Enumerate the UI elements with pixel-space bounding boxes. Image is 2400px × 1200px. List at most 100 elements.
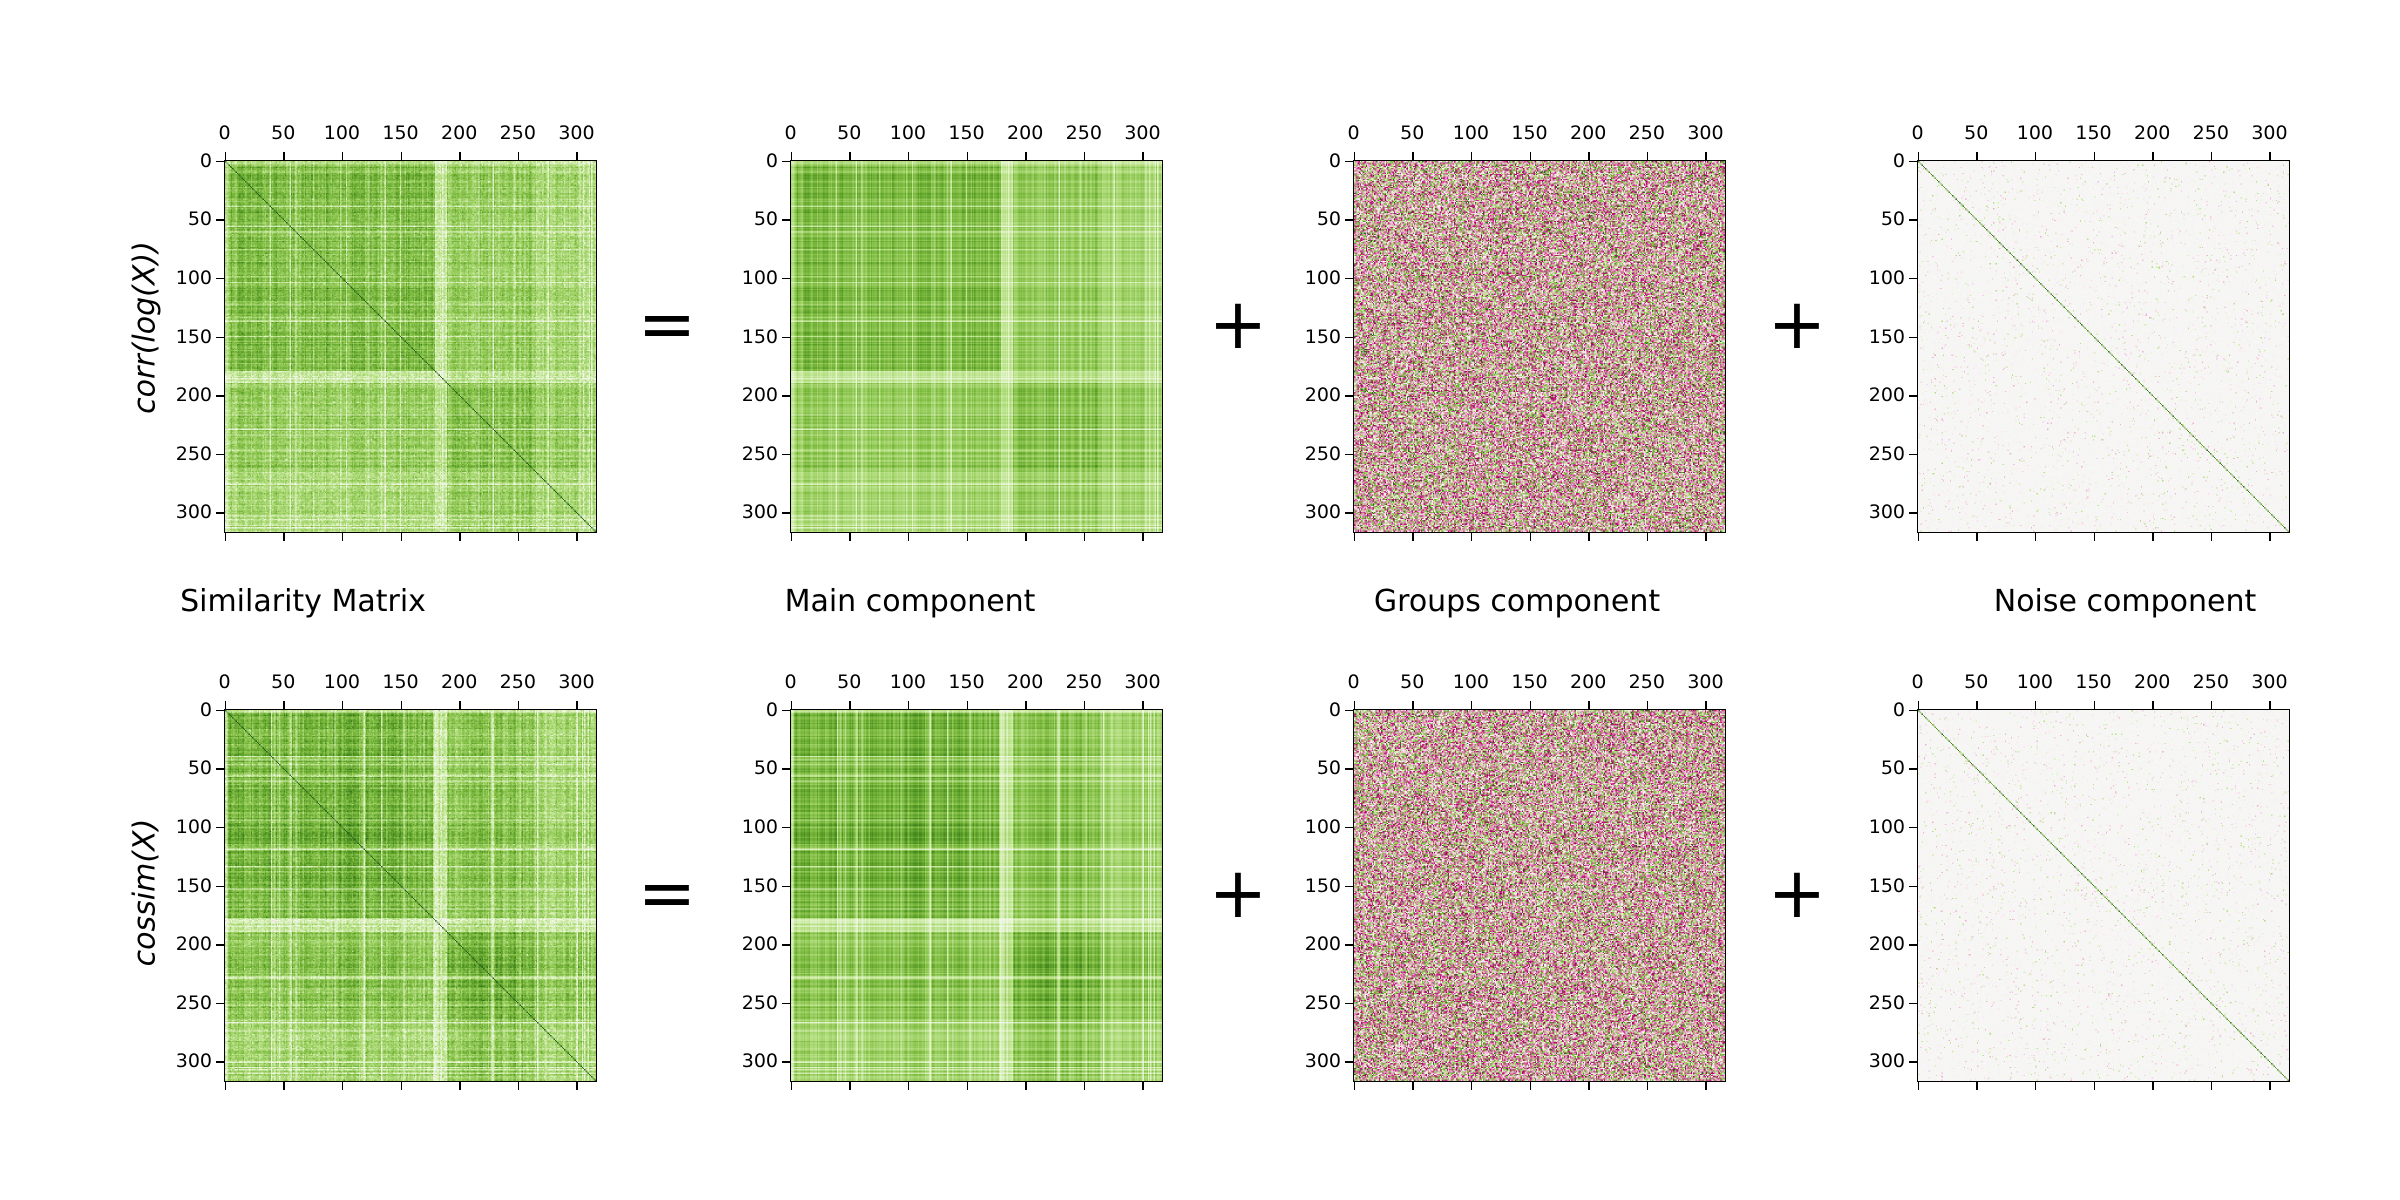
y-tick [1345,453,1353,456]
x-tick-label: 100 [1452,122,1490,144]
x-tick-top [1705,152,1707,160]
x-tick-top [224,701,227,709]
y-tick [782,395,790,397]
heatmap-groups-row1 [1353,160,1726,533]
y-tick [216,453,224,456]
x-tick-bottom [576,533,578,541]
x-tick-label: 150 [948,671,985,693]
x-tick-top [1705,701,1707,709]
y-tick-label: 150 [1868,325,1905,348]
x-tick-label: 100 [323,671,361,693]
x-tick-bottom [459,533,461,541]
y-tick-label: 100 [175,266,212,289]
x-tick-bottom [1917,533,1920,541]
axes-frame [1353,160,1726,533]
x-tick-label: 0 [784,122,797,144]
x-tick-bottom [1083,533,1086,541]
y-tick [782,1061,790,1063]
x-tick-label: 200 [2134,122,2171,144]
y-tick [216,768,224,770]
x-tick-top [517,701,520,709]
x-tick-top [283,152,285,160]
x-tick-bottom [1588,533,1590,541]
y-tick-label: 200 [1304,933,1341,956]
heatmap-cells [224,160,597,533]
y-tick [1909,885,1917,888]
y-tick [1909,453,1917,456]
x-tick-top [1353,152,1356,160]
y-tick [782,512,790,514]
x-tick-top [576,701,578,709]
x-tick-bottom [1529,533,1532,541]
x-tick-bottom [1353,533,1356,541]
y-tick [782,277,790,280]
x-tick-bottom [2093,533,2096,541]
x-tick-label: 100 [2016,671,2054,693]
y-tick [1909,826,1917,829]
x-tick-top [2210,701,2213,709]
y-tick-label: 250 [741,442,778,465]
x-tick-label: 250 [1628,671,1665,693]
x-tick-label: 250 [2192,122,2229,144]
x-tick-bottom [1976,533,1978,541]
y-tick-label: 300 [1304,1050,1341,1073]
y-tick [782,885,790,888]
x-tick-label: 250 [499,671,536,693]
x-tick-top [790,701,793,709]
y-tick [1909,1061,1917,1063]
y-tick-label: 100 [1868,266,1905,289]
x-tick-top [1917,701,1920,709]
x-tick-top [1529,152,1532,160]
y-tick-label: 50 [1880,757,1905,780]
x-tick-bottom [849,533,851,541]
x-tick-label: 0 [1347,671,1360,693]
x-tick-label: 300 [1687,671,1724,693]
x-tick-top [1412,152,1414,160]
x-tick-top [2034,701,2037,709]
y-tick [216,160,224,163]
x-tick-top [400,701,403,709]
x-tick-top [459,701,461,709]
column-title-similarity: Similarity Matrix [180,584,426,619]
x-tick-label: 0 [1911,122,1924,144]
y-tick [782,709,790,712]
y-tick [782,336,790,339]
y-tick-label: 300 [741,501,778,524]
x-tick-label: 50 [1400,671,1425,693]
y-tick-label: 0 [765,698,778,721]
x-tick-label: 200 [2134,671,2171,693]
x-tick-bottom [1705,533,1707,541]
x-tick-bottom [459,1082,461,1090]
y-tick [1909,768,1917,770]
x-tick-bottom [1529,1082,1532,1090]
y-tick [1909,277,1917,280]
x-tick-bottom [1412,533,1414,541]
x-tick-top [2210,152,2213,160]
y-tick-label: 50 [187,757,212,780]
x-tick-bottom [1142,533,1144,541]
x-tick-bottom [400,533,403,541]
y-tick [1345,512,1353,514]
y-tick [782,1002,790,1005]
x-tick-label: 150 [382,122,419,144]
x-tick-bottom [517,533,520,541]
x-tick-top [1917,152,1920,160]
x-tick-label: 50 [271,122,296,144]
y-tick [782,826,790,829]
axes-frame [1917,709,2290,1082]
y-tick-label: 0 [1892,149,1905,172]
x-tick-bottom [1705,1082,1707,1090]
y-tick-label: 0 [199,149,212,172]
x-tick-top [2152,152,2154,160]
y-tick-label: 50 [1316,757,1341,780]
y-tick-label: 100 [741,266,778,289]
x-tick-top [1353,701,1356,709]
x-tick-bottom [341,1082,344,1090]
y-tick-label: 200 [1868,384,1905,407]
y-tick-label: 100 [741,815,778,838]
y-tick [782,219,790,221]
x-tick-bottom [283,1082,285,1090]
y-tick [1909,709,1917,712]
y-tick-label: 50 [1880,208,1905,231]
